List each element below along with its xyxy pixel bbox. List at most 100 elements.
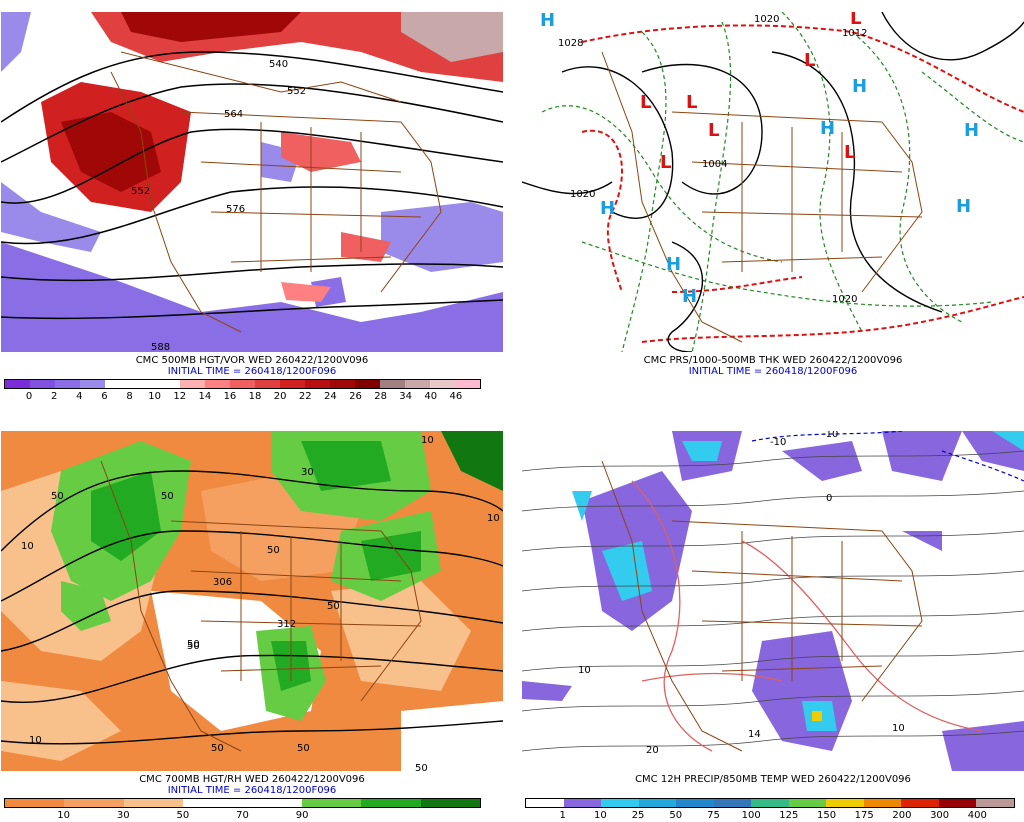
colorbar-swatch: [242, 799, 302, 807]
colorbar-tick-label: 50: [176, 810, 190, 821]
colorbar-tick-label: 4: [76, 391, 83, 402]
colorbar-swatch: [105, 380, 130, 388]
isobar-label-3: 1020: [570, 189, 595, 200]
colorbar-swatch: [180, 380, 205, 388]
colorbar-tick-label: 100: [741, 810, 761, 821]
colorbar-tick-label: 300: [930, 810, 950, 821]
colorbar-tick-label: 25: [631, 810, 645, 821]
temp-label-1: -10: [770, 437, 786, 448]
colorbar-tick-label: 34: [399, 391, 413, 402]
high-pressure-marker: H: [540, 12, 555, 31]
colorbar-tick-label: 14: [198, 391, 212, 402]
colorbar-swatch: [405, 380, 430, 388]
colorbar-swatch: [5, 380, 30, 388]
colorbar-swatch: [80, 380, 105, 388]
colorbar-swatch: [676, 799, 714, 807]
colorbar-tick-label: 22: [298, 391, 312, 402]
contour-label-3: 564: [224, 109, 243, 120]
contour-label-13: 10: [29, 735, 42, 746]
colorbar-swatch: [305, 380, 330, 388]
low-pressure-marker: L: [708, 120, 719, 141]
low-pressure-marker: L: [804, 50, 815, 71]
contour-label-9: 30: [301, 467, 314, 478]
colorbar-swatch: [330, 380, 355, 388]
colorbar-tick-label: 90: [295, 810, 309, 821]
contour-label-4: 50: [267, 545, 280, 556]
colorbar-swatch: [901, 799, 939, 807]
colorbar-swatch: [563, 799, 602, 807]
colorbar-swatch: [638, 799, 677, 807]
panel-precip-850temp: -10 -10 0 10 10 14 20 CMC 12H PRECIP/850…: [522, 431, 1024, 822]
colorbar-swatch: [713, 799, 752, 807]
colorbar-tick-label: 10: [148, 391, 161, 402]
high-pressure-marker: H: [682, 286, 697, 307]
contour-label-2: 552: [287, 86, 306, 97]
colorbar-swatch: [64, 799, 124, 807]
colorbar-swatch: [183, 799, 243, 807]
colorbar-swatch: [30, 380, 55, 388]
high-pressure-marker: H: [852, 76, 867, 97]
colorbar-swatch: [430, 380, 455, 388]
colorbar-tick-label: 30: [116, 810, 130, 821]
caption-title: CMC 500MB HGT/VOR WED 260422/1200V096: [135, 355, 369, 366]
colorbar-tick-label: 200: [892, 810, 912, 821]
caption-title: CMC 700MB HGT/RH WED 260422/1200V096: [139, 774, 365, 785]
contour-label-6: 588: [151, 342, 170, 352]
colorbar-tick-label: 10: [57, 810, 70, 821]
colorbar-tick-label: 2: [51, 391, 58, 402]
high-pressure-marker: H: [956, 196, 971, 217]
colorbar-tick-label: 400: [967, 810, 987, 821]
colorbar-swatch: [938, 799, 977, 807]
colorbar-tick-label: 40: [424, 391, 438, 402]
colorbar-tick-label: 8: [126, 391, 133, 402]
temp-label-7: 20: [646, 745, 659, 756]
isobar-label-4: 1004: [702, 159, 727, 170]
colorbar-swatch: [788, 799, 827, 807]
colorbar-swatch: [526, 799, 564, 807]
contour-label-16: 312: [277, 619, 296, 630]
colorbar-tick-label: 46: [449, 391, 463, 402]
colorbar-tick-label: 10: [594, 810, 607, 821]
contour-label-11: 50: [211, 743, 224, 754]
contour-label-12: 50: [297, 743, 310, 754]
colorbar-swatch: [205, 380, 230, 388]
contour-label-8: 10: [487, 513, 500, 524]
isobar-label-6: 1012: [842, 28, 867, 39]
colorbar-vorticity: [4, 379, 481, 389]
colorbar-tick-label: 125: [779, 810, 799, 821]
colorbar-swatch: [155, 380, 180, 388]
contour-label-1: 540: [269, 59, 288, 70]
isobar-label-5: 1020: [832, 294, 857, 305]
colorbar-swatch: [130, 380, 155, 388]
colorbar-swatch: [976, 799, 1014, 807]
contour-label-15: 306: [213, 577, 232, 588]
low-pressure-marker: L: [640, 92, 651, 113]
contour-label-5: 552: [131, 186, 150, 197]
colorbar-swatch: [355, 380, 380, 388]
high-pressure-marker: H: [820, 118, 835, 139]
isobar-label-1: 1028: [558, 38, 583, 49]
colorbar-swatch: [420, 799, 480, 807]
colorbar-labels: 1 10 25 50 75 100 125 150 175 200 300 400: [525, 810, 1015, 822]
colorbar-tick-label: 70: [236, 810, 249, 821]
colorbar-swatch: [280, 380, 305, 388]
colorbar-tick-label: 20: [273, 391, 287, 402]
colorbar-swatch: [255, 380, 280, 388]
colorbar-tick-label: 0: [25, 391, 33, 402]
colorbar-tick-label: 1: [559, 810, 566, 821]
panel-500mb-vort: 540 552 564 576 552 588 CMC 500MB HGT/VO…: [1, 12, 503, 402]
caption-initial-time: INITIAL TIME = 260418/1200F096: [167, 785, 337, 796]
colorbar-tick-label: 6: [101, 391, 108, 402]
contour-label-2: 50: [51, 491, 64, 502]
colorbar-labels: 10 30 50 70 90: [4, 810, 481, 822]
colorbar-swatch: [455, 380, 480, 388]
contour-label-3: 50: [161, 491, 174, 502]
colorbar-relative-humidity: [4, 798, 481, 808]
colorbar-labels: 0 2 4 6 8 10 12 14 16 18 20 22 24 26 28 34 40 46: [4, 391, 481, 403]
caption-title: CMC 12H PRECIP/850MB TEMP WED 260422/120…: [635, 774, 911, 785]
colorbar-swatch: [301, 799, 362, 807]
colorbar-tick-label: 150: [816, 810, 837, 821]
colorbar-tick-label: 24: [323, 391, 337, 402]
low-pressure-marker: L: [686, 92, 697, 113]
colorbar-tick-label: 50: [669, 810, 683, 821]
